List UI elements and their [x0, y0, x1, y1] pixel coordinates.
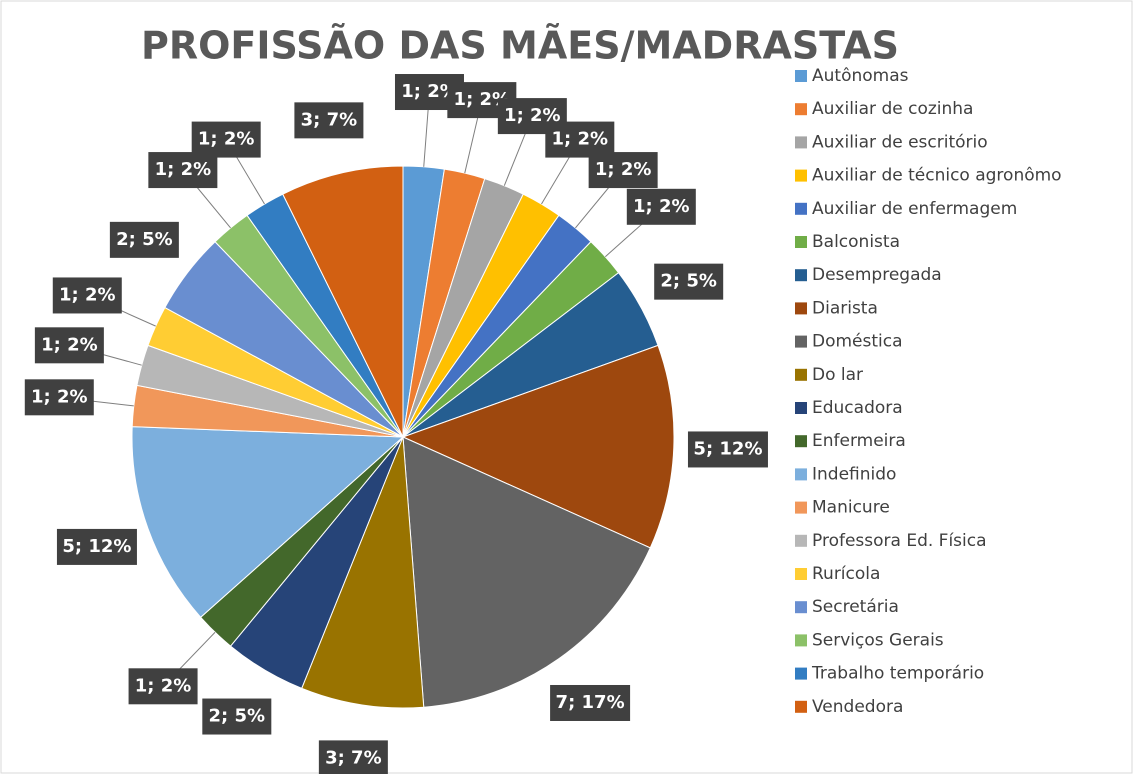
data-label-box	[626, 188, 696, 225]
data-label: 1; 2%	[41, 334, 98, 355]
legend-swatch	[795, 302, 807, 315]
legend-label: Professora Ed. Física	[812, 531, 987, 551]
legend-swatch	[795, 335, 807, 348]
legend-label: Doméstica	[812, 332, 903, 352]
data-label: 2; 5%	[660, 271, 717, 292]
data-label-box	[109, 221, 179, 258]
legend-label: Educadora	[812, 398, 903, 418]
data-label-box	[34, 327, 104, 364]
legend-label: Auxiliar de escritório	[812, 132, 988, 152]
data-label: 1; 2%	[633, 196, 690, 217]
pie-slice	[282, 165, 404, 438]
legend-label: Indefinido	[812, 464, 896, 484]
data-label-box	[128, 668, 198, 705]
data-label-box	[56, 528, 137, 565]
pie-slice	[402, 436, 651, 708]
legend-swatch	[795, 269, 807, 282]
legend-label: Enfermeira	[812, 431, 906, 451]
legend-label: Secretária	[812, 597, 899, 617]
data-label-box	[687, 431, 768, 468]
pie-slice	[131, 426, 405, 619]
data-label-box	[202, 698, 272, 735]
chart-title: PROFISSÃO DAS MÃES/MADRASTAS	[141, 24, 899, 68]
data-label: 5; 12%	[693, 438, 762, 459]
data-label: 3; 7%	[301, 109, 358, 130]
data-label: 1; 2%	[552, 129, 609, 150]
pie-slice	[401, 344, 675, 549]
legend-swatch	[795, 202, 807, 215]
data-label: 3; 7%	[325, 747, 382, 768]
legend-swatch	[795, 136, 807, 149]
legend-swatch	[795, 236, 807, 248]
legend-swatch	[795, 534, 807, 547]
data-label-box	[24, 379, 94, 416]
legend-label: Auxiliar de enfermagem	[812, 199, 1017, 219]
legend-swatch	[795, 568, 807, 580]
data-label: 2; 5%	[209, 706, 266, 727]
legend-label: Serviços Gerais	[812, 630, 944, 650]
data-label: 1; 2%	[198, 129, 255, 150]
legend-label: Desempregada	[812, 265, 942, 285]
data-label: 1; 2%	[504, 105, 561, 126]
data-label: 1; 2%	[401, 81, 458, 102]
pie-slice	[301, 436, 425, 709]
data-label-box	[550, 684, 631, 721]
data-label-box	[148, 152, 218, 189]
legend-label: Manicure	[812, 498, 890, 518]
data-label-box	[294, 102, 364, 139]
data-label: 1; 2%	[454, 89, 511, 110]
legend-label: Diarista	[812, 298, 878, 318]
legend-label: Auxiliar de cozinha	[812, 99, 973, 119]
legend-swatch	[795, 368, 807, 381]
data-label-box	[588, 152, 658, 189]
legend-swatch	[795, 667, 807, 680]
legend-label: Vendedora	[812, 697, 903, 717]
legend-swatch	[795, 700, 807, 713]
legend-swatch	[795, 103, 807, 116]
legend-label: Autônomas	[812, 66, 909, 86]
data-label: 1; 2%	[155, 159, 212, 180]
data-label-box	[545, 121, 615, 158]
legend-label: Rurícola	[812, 564, 880, 584]
data-label: 1; 2%	[135, 675, 192, 696]
legend-label: Do lar	[812, 365, 863, 385]
data-label-box	[52, 277, 122, 314]
legend-swatch	[795, 501, 807, 514]
legend-swatch	[795, 634, 807, 647]
legend-swatch	[795, 435, 807, 448]
data-label: 5; 12%	[62, 536, 131, 557]
legend-swatch	[795, 402, 807, 414]
data-label-box	[318, 740, 388, 777]
legend-swatch	[795, 601, 807, 614]
legend-label: Balconista	[812, 232, 900, 252]
data-label: 7; 17%	[556, 692, 625, 713]
data-label-box	[654, 263, 724, 300]
data-label: 1; 2%	[59, 284, 116, 305]
legend-label: Auxiliar de técnico agronômo	[812, 166, 1062, 186]
legend-label: Trabalho temporário	[811, 664, 984, 684]
data-label: 1; 2%	[595, 159, 652, 180]
data-label-box	[191, 121, 261, 158]
data-label: 1; 2%	[31, 386, 88, 407]
legend-swatch	[795, 70, 807, 82]
legend-swatch	[795, 169, 807, 182]
legend-swatch	[795, 468, 807, 481]
data-label: 2; 5%	[116, 229, 173, 250]
